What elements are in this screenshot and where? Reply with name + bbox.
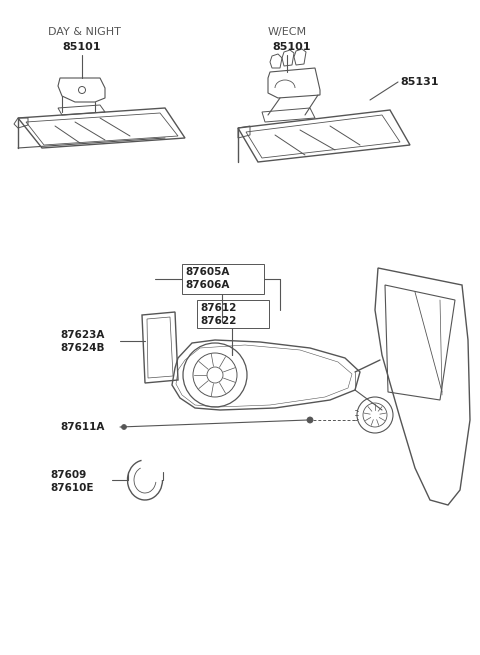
Text: 87610E: 87610E — [50, 483, 94, 493]
Text: 85101: 85101 — [272, 42, 311, 52]
Text: 87611A: 87611A — [60, 422, 104, 432]
Text: W/ECM: W/ECM — [268, 27, 307, 37]
Text: DAY & NIGHT: DAY & NIGHT — [48, 27, 121, 37]
Text: 87624B: 87624B — [60, 343, 105, 353]
Text: 85131: 85131 — [400, 77, 439, 87]
Text: 87612: 87612 — [200, 303, 236, 313]
Bar — [197, 300, 269, 328]
Text: 87622: 87622 — [200, 316, 236, 326]
Text: 87606A: 87606A — [185, 280, 229, 290]
Text: 87609: 87609 — [50, 470, 86, 480]
Circle shape — [307, 417, 313, 423]
Text: 87623A: 87623A — [60, 330, 104, 340]
Text: 85101: 85101 — [62, 42, 100, 52]
Bar — [182, 264, 264, 294]
Text: 87605A: 87605A — [185, 267, 229, 277]
Circle shape — [121, 424, 127, 430]
